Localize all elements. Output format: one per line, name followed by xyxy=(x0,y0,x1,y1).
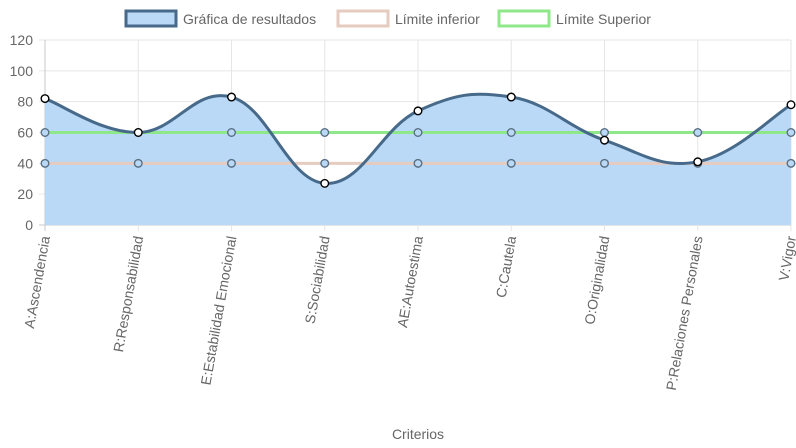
legend-label: Límite Superior xyxy=(556,11,651,27)
y-axis-ticks: 0 20 40 60 80 100 120 xyxy=(10,32,34,233)
data-point xyxy=(226,127,236,137)
data-point xyxy=(693,127,703,137)
x-axis-title: Criterios xyxy=(392,426,444,442)
y-tick-label: 100 xyxy=(10,63,34,79)
y-tick-label: 20 xyxy=(17,186,33,202)
legend-label: Gráfica de resultados xyxy=(183,11,316,27)
data-point xyxy=(320,178,330,188)
data-point xyxy=(786,127,796,137)
data-point xyxy=(320,158,330,168)
legend-label: Límite inferior xyxy=(395,11,480,27)
y-tick-label: 0 xyxy=(25,217,33,233)
legend-swatch xyxy=(497,9,551,28)
x-tick-label: C:Cautela xyxy=(493,235,520,299)
series-line-results xyxy=(44,92,792,185)
x-tick-label: R:Responsabilidad xyxy=(110,235,146,354)
x-axis-ticks: A:Ascendencia R:Responsabilidad E:Estabili… xyxy=(21,234,796,391)
y-tick-label: 80 xyxy=(17,94,33,110)
x-tick-label: E:Estabilidad Emocional xyxy=(197,235,239,386)
data-point xyxy=(786,158,796,168)
x-tick-label: A:Ascendencia xyxy=(21,235,53,330)
data-point xyxy=(133,127,143,137)
x-tick-label: V:Vigor xyxy=(775,234,796,282)
data-points xyxy=(40,92,796,188)
data-point xyxy=(506,127,516,137)
legend-item: Límite Superior xyxy=(497,9,651,28)
data-point xyxy=(693,157,703,167)
data-point xyxy=(413,106,423,116)
data-point xyxy=(320,127,330,137)
x-tick-label: P:Relaciones Personales xyxy=(663,235,706,392)
data-point xyxy=(226,92,236,102)
data-point xyxy=(226,158,236,168)
data-point xyxy=(40,127,50,137)
data-point xyxy=(413,158,423,168)
data-point xyxy=(506,158,516,168)
data-point xyxy=(40,158,50,168)
legend: Gráfica de resultados Límite inferior Lími… xyxy=(124,9,651,28)
legend-swatch xyxy=(336,9,390,28)
y-tick-label: 120 xyxy=(10,32,34,48)
x-tick-label: O:Originalidad xyxy=(581,235,612,326)
data-point xyxy=(133,158,143,168)
legend-swatch xyxy=(124,9,178,28)
legend-item: Límite inferior xyxy=(336,9,480,28)
data-point xyxy=(413,127,423,137)
data-point xyxy=(40,94,50,104)
data-point xyxy=(786,100,796,110)
data-point xyxy=(600,135,610,145)
legend-item: Gráfica de resultados xyxy=(124,9,316,28)
data-point xyxy=(600,158,610,168)
data-point xyxy=(600,127,610,137)
y-tick-label: 40 xyxy=(17,155,33,171)
data-point xyxy=(506,92,516,102)
x-tick-label: AE:Autoestima xyxy=(394,235,426,329)
x-tick-label: S:Sociabilidad xyxy=(302,235,333,325)
y-tick-label: 60 xyxy=(17,125,33,141)
